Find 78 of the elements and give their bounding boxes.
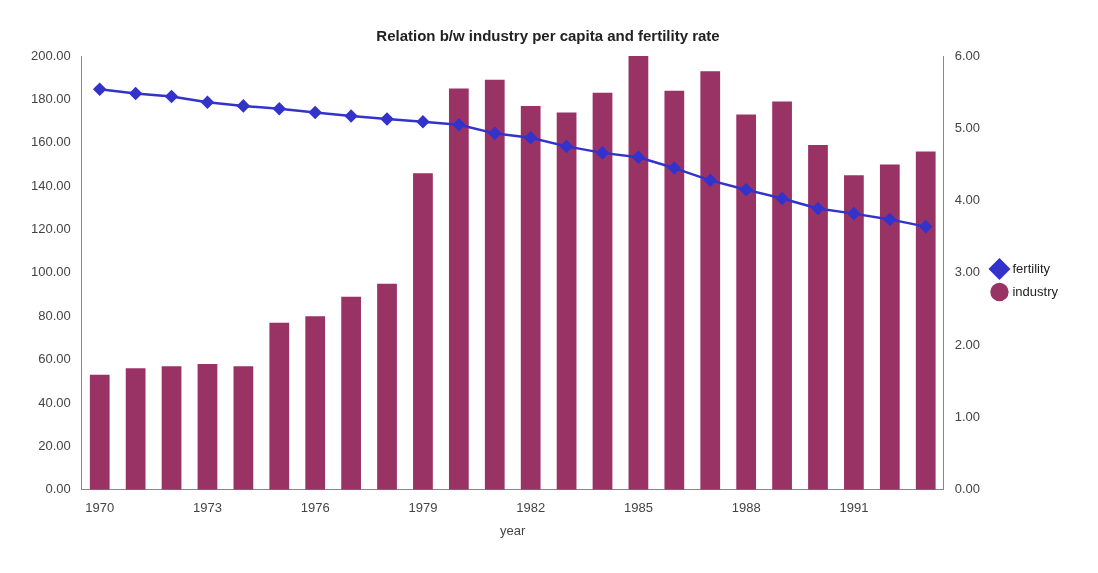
bar xyxy=(89,374,110,490)
x-tick-label: 1982 xyxy=(516,500,546,516)
y-tick-label: 140.00 xyxy=(31,177,71,193)
point xyxy=(668,161,681,175)
bar xyxy=(197,364,218,490)
point xyxy=(596,146,609,160)
point xyxy=(811,202,825,215)
bar xyxy=(484,79,505,490)
y2-tick-label: 6.00 xyxy=(954,47,980,63)
bar xyxy=(413,173,433,490)
chart-title: Relation b/w industry per capita and fertility rate xyxy=(376,27,720,45)
y-tick-label: 200.00 xyxy=(31,47,71,63)
point xyxy=(93,83,106,96)
legend-label: fertility xyxy=(1012,260,1051,276)
bar xyxy=(915,151,936,490)
y2-tick-label: 2.00 xyxy=(954,336,980,352)
bar xyxy=(233,366,254,490)
bar xyxy=(448,88,469,490)
point xyxy=(237,99,250,113)
point xyxy=(488,127,502,140)
y-tick-label: 100.00 xyxy=(31,264,71,280)
bar xyxy=(736,114,757,490)
x-tick-label: 1973 xyxy=(193,500,222,516)
bar xyxy=(305,316,326,490)
y-tick-label: 160.00 xyxy=(31,134,71,150)
y2-tick-label: 0.00 xyxy=(954,481,980,497)
bar xyxy=(592,92,613,490)
x-tick-label: 1985 xyxy=(623,500,653,516)
point xyxy=(919,220,932,233)
point xyxy=(416,115,430,129)
bar xyxy=(664,90,685,490)
y-tick-label: 60.00 xyxy=(38,351,71,367)
y-tick-label: 40.00 xyxy=(38,394,71,410)
bar xyxy=(879,164,900,490)
bar xyxy=(125,368,146,490)
x-tick-label: 1970 xyxy=(85,500,115,516)
bar xyxy=(520,105,541,490)
x-axis-title: year xyxy=(500,522,527,538)
legend-label: industry xyxy=(1012,283,1059,299)
point xyxy=(739,183,753,197)
bar xyxy=(377,283,397,490)
point xyxy=(308,106,322,119)
point xyxy=(129,87,142,100)
point xyxy=(883,213,897,226)
point xyxy=(452,118,466,131)
y-tick-label: 0.00 xyxy=(45,481,71,497)
y-tick-label: 80.00 xyxy=(38,307,71,323)
bar xyxy=(269,322,290,490)
point xyxy=(847,207,861,220)
point xyxy=(165,90,178,103)
bar xyxy=(844,175,864,490)
y-tick-label: 20.00 xyxy=(38,438,71,453)
bar xyxy=(556,112,577,490)
bar xyxy=(700,71,721,490)
y-tick-label: 180.00 xyxy=(31,90,71,106)
y-tick-label: 120.00 xyxy=(31,221,71,237)
point xyxy=(703,174,717,187)
y2-tick-label: 4.00 xyxy=(954,192,980,208)
x-tick-label: 1988 xyxy=(731,500,761,516)
x-tick-label: 1976 xyxy=(300,500,330,516)
bar xyxy=(772,101,792,490)
y2-tick-label: 5.00 xyxy=(954,119,980,135)
point xyxy=(344,109,358,123)
y2-tick-label: 3.00 xyxy=(954,264,980,280)
bar xyxy=(808,144,828,490)
point xyxy=(524,131,537,144)
point xyxy=(273,102,286,116)
point xyxy=(380,112,394,126)
point xyxy=(775,192,789,205)
bar xyxy=(161,366,182,490)
y2-tick-label: 1.00 xyxy=(954,409,980,425)
point xyxy=(201,96,214,109)
bar xyxy=(341,296,361,490)
bar xyxy=(628,56,649,490)
x-tick-label: 1991 xyxy=(839,500,869,516)
point xyxy=(632,150,645,164)
point xyxy=(560,140,573,153)
x-tick-label: 1979 xyxy=(408,500,438,516)
